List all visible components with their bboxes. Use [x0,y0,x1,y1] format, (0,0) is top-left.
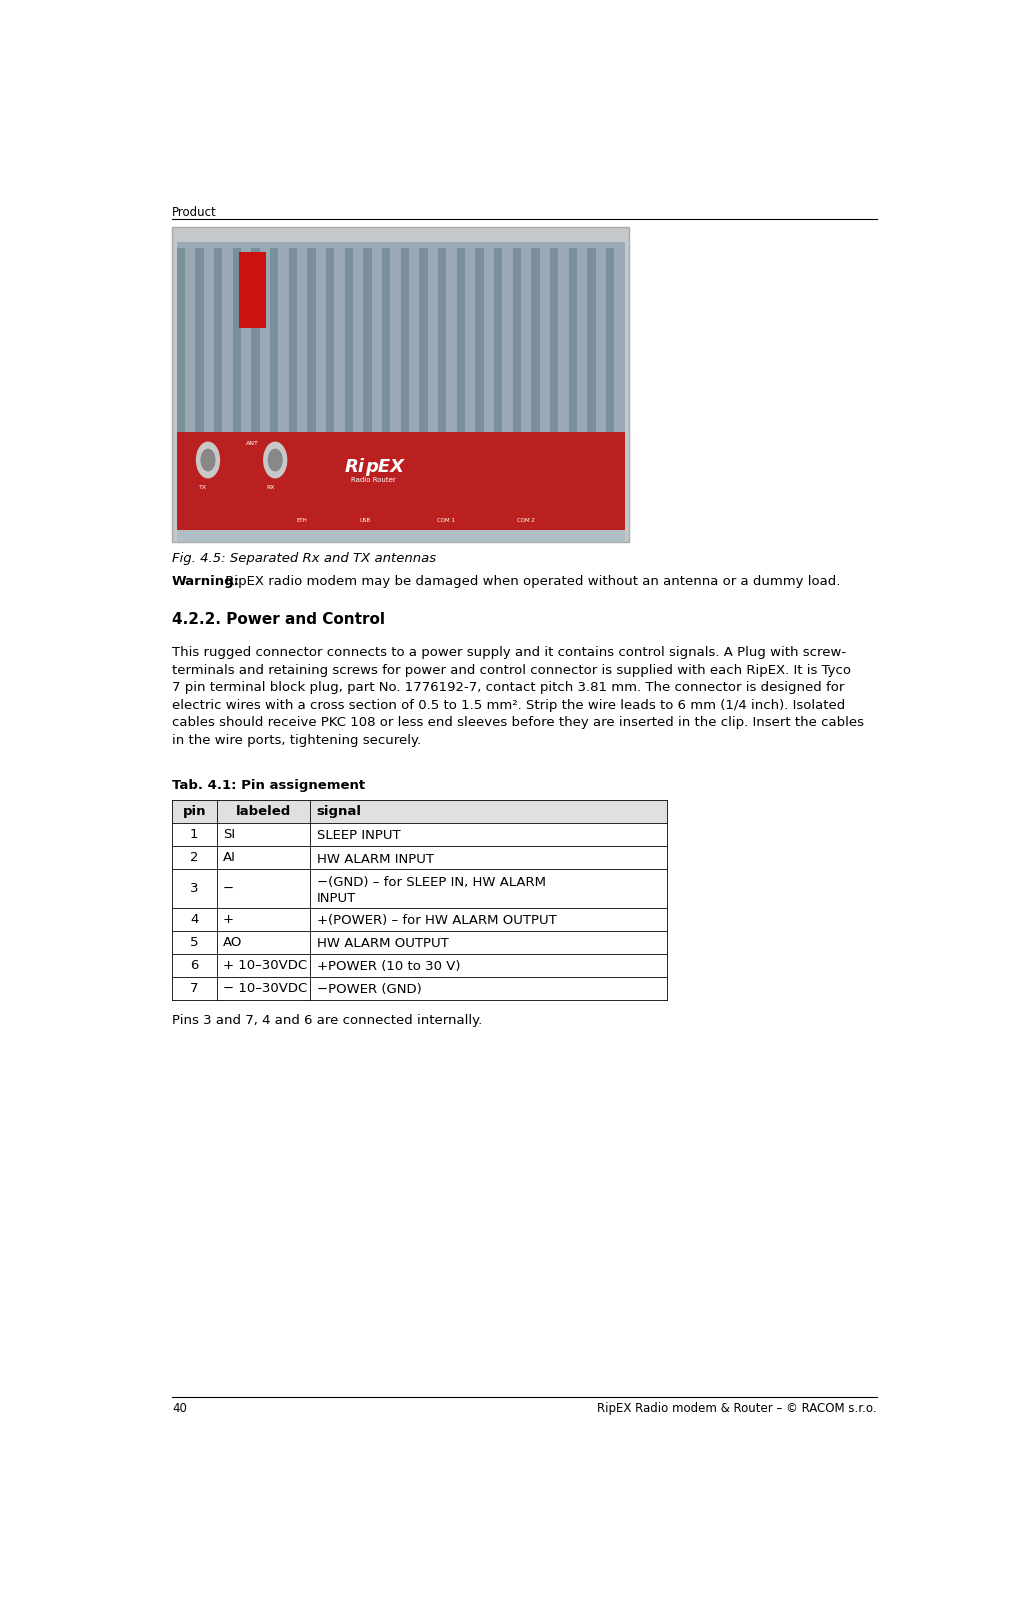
Circle shape [196,443,219,478]
FancyBboxPatch shape [232,248,241,432]
FancyBboxPatch shape [550,248,559,432]
FancyBboxPatch shape [177,243,625,432]
FancyBboxPatch shape [172,800,667,823]
FancyBboxPatch shape [587,248,595,432]
FancyBboxPatch shape [456,248,465,432]
FancyBboxPatch shape [531,248,540,432]
Text: COM 2: COM 2 [518,518,535,523]
Text: 4.2.2. Power and Control: 4.2.2. Power and Control [172,611,385,627]
FancyBboxPatch shape [326,248,335,432]
FancyBboxPatch shape [476,248,484,432]
Text: RipEX radio modem may be damaged when operated without an antenna or a dummy loa: RipEX radio modem may be damaged when op… [221,576,841,588]
Text: ETH: ETH [297,518,308,523]
Text: COM 1: COM 1 [437,518,454,523]
Circle shape [264,443,286,478]
FancyBboxPatch shape [177,248,185,432]
FancyBboxPatch shape [438,248,446,432]
Text: HW ALARM OUTPUT: HW ALARM OUTPUT [317,937,448,950]
FancyBboxPatch shape [214,248,222,432]
Text: signal: signal [316,806,361,819]
Text: SLEEP INPUT: SLEEP INPUT [317,830,400,843]
FancyBboxPatch shape [270,248,278,432]
Text: + 10–30VDC: + 10–30VDC [223,959,307,972]
FancyBboxPatch shape [195,248,204,432]
Text: Product: Product [172,206,217,219]
Text: ANT: ANT [247,441,259,446]
Text: −(GND) – for SLEEP IN, HW ALARM
INPUT: −(GND) – for SLEEP IN, HW ALARM INPUT [317,876,545,905]
FancyBboxPatch shape [177,432,625,532]
FancyBboxPatch shape [239,251,266,328]
Text: USB: USB [359,518,370,523]
Text: − 10–30VDC: − 10–30VDC [223,982,307,995]
Text: Pins 3 and 7, 4 and 6 are connected internally.: Pins 3 and 7, 4 and 6 are connected inte… [172,1014,482,1027]
Text: pEX: pEX [365,457,404,477]
Text: +: + [223,913,233,926]
Text: labeled: labeled [236,806,292,819]
FancyBboxPatch shape [345,248,353,432]
Text: −: − [223,883,234,895]
Text: Ri: Ri [345,457,365,477]
Text: Fig. 4.5: Separated Rx and TX antennas: Fig. 4.5: Separated Rx and TX antennas [172,552,436,564]
FancyBboxPatch shape [307,248,316,432]
Text: 4: 4 [190,913,198,926]
Text: Warning:: Warning: [172,576,240,588]
Text: Radio Router: Radio Router [352,477,396,483]
Text: AO: AO [223,935,242,950]
Text: AI: AI [223,851,235,865]
Text: This rugged connector connects to a power supply and it contains control signals: This rugged connector connects to a powe… [172,646,864,747]
Text: HW ALARM INPUT: HW ALARM INPUT [317,852,434,865]
FancyBboxPatch shape [252,248,260,432]
Circle shape [202,449,215,470]
Text: pin: pin [182,806,206,819]
Text: TX: TX [199,484,208,489]
Text: 1: 1 [190,828,198,841]
Text: Tab. 4.1: Pin assignement: Tab. 4.1: Pin assignement [172,779,365,793]
Text: 7: 7 [190,982,198,995]
FancyBboxPatch shape [419,248,428,432]
Text: −POWER (GND): −POWER (GND) [317,983,421,996]
Circle shape [268,449,282,470]
FancyBboxPatch shape [382,248,391,432]
Text: RipEX Radio modem & Router – © RACOM s.r.o.: RipEX Radio modem & Router – © RACOM s.r… [597,1402,877,1415]
Text: 40: 40 [172,1402,187,1415]
Text: 2: 2 [190,851,198,865]
FancyBboxPatch shape [177,529,625,542]
Text: SI: SI [223,828,235,841]
Text: 6: 6 [190,959,198,972]
Text: RX: RX [266,484,275,489]
FancyBboxPatch shape [569,248,577,432]
Text: 3: 3 [190,883,198,895]
FancyBboxPatch shape [606,248,615,432]
FancyBboxPatch shape [494,248,502,432]
Text: 5: 5 [190,935,198,950]
FancyBboxPatch shape [363,248,371,432]
Text: +POWER (10 to 30 V): +POWER (10 to 30 V) [317,961,460,974]
Text: +(POWER) – for HW ALARM OUTPUT: +(POWER) – for HW ALARM OUTPUT [317,915,557,927]
FancyBboxPatch shape [401,248,409,432]
FancyBboxPatch shape [172,227,629,542]
FancyBboxPatch shape [513,248,521,432]
FancyBboxPatch shape [288,248,297,432]
